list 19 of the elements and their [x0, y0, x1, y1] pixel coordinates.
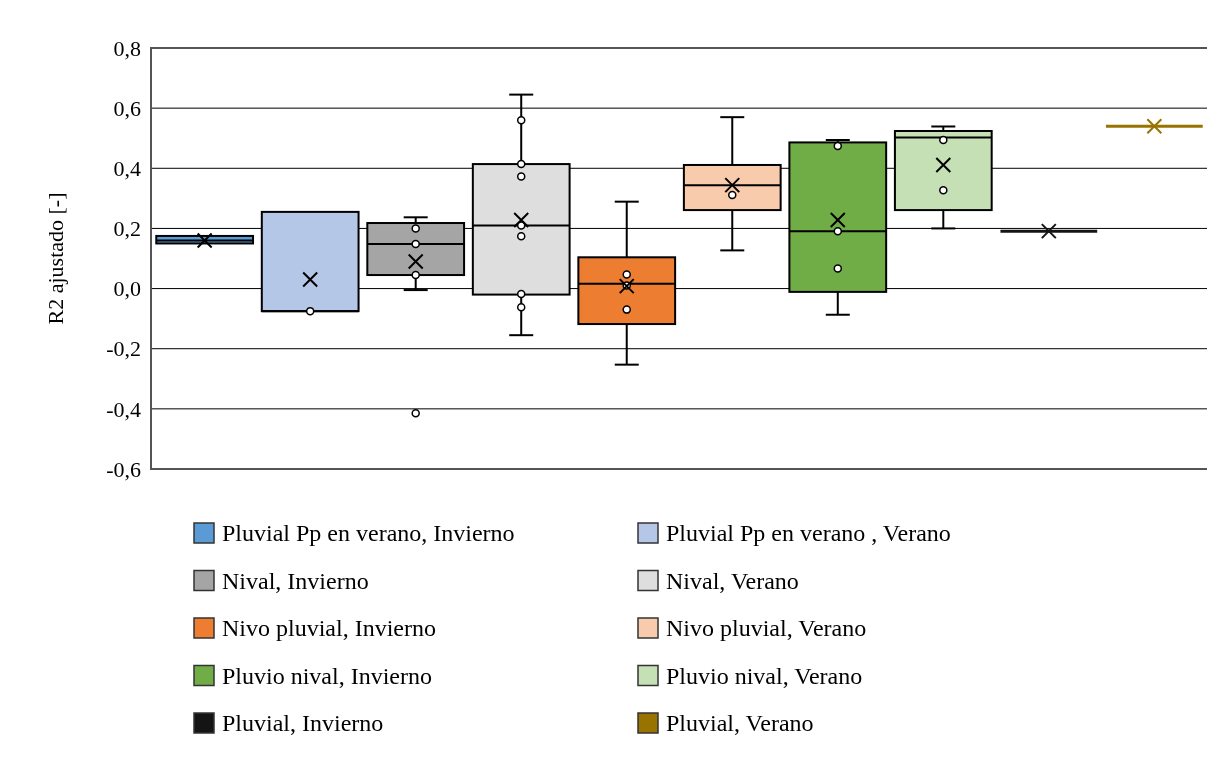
- y-tick-label: 0,0: [113, 276, 141, 302]
- legend-label: Pluvial Pp en verano, Invierno: [222, 520, 515, 547]
- legend-label: Nivo pluvial, Invierno: [222, 615, 436, 642]
- y-tick-label: -0,6: [106, 456, 141, 482]
- y-tick-label: 0,2: [113, 216, 141, 242]
- legend-label: Pluvio nival, Verano: [666, 662, 863, 689]
- legend-label: Pluvial, Verano: [666, 710, 814, 737]
- y-tick-label: 0,4: [113, 155, 141, 181]
- legend-label: Nival, Invierno: [222, 567, 369, 594]
- legend-label: Nival, Verano: [666, 567, 799, 594]
- legend-label: Pluvio nival, Invierno: [222, 662, 432, 689]
- y-axis-title: R2 ajustado [-]: [43, 192, 68, 325]
- legend-label: Pluvial Pp en verano , Verano: [666, 520, 951, 547]
- legend-label: Nivo pluvial, Verano: [666, 615, 867, 642]
- legend-label: Pluvial, Invierno: [222, 710, 384, 737]
- y-tick-label: -0,2: [106, 336, 141, 362]
- y-tick-label: 0,6: [113, 95, 141, 121]
- y-tick-label: -0,4: [106, 396, 141, 422]
- y-tick-label: 0,8: [113, 35, 141, 61]
